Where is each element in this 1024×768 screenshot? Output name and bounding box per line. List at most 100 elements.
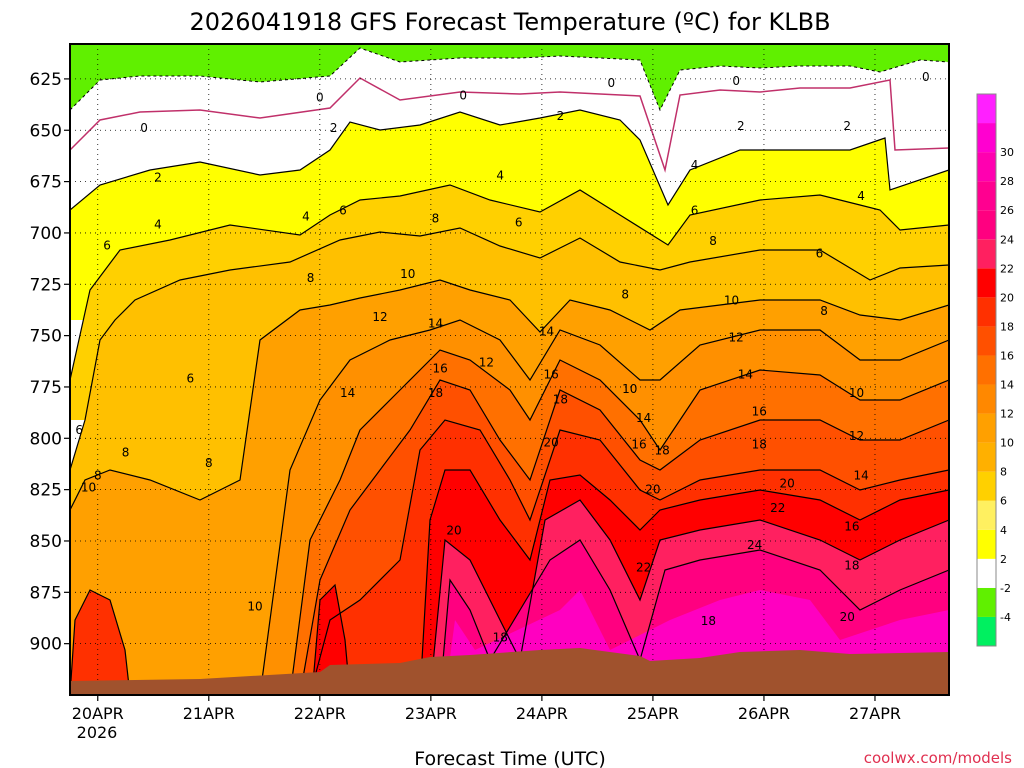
colorbar-swatch <box>977 239 996 269</box>
isotherm-label: 22 <box>770 501 785 515</box>
colorbar-swatch <box>977 355 996 385</box>
minus2-isotherm <box>70 47 949 112</box>
time-tick-label: 24APR <box>516 704 568 723</box>
colorbar-swatch <box>977 558 996 588</box>
colorbar-label: 14 <box>1000 379 1014 392</box>
isotherm-label: 6 <box>75 423 83 437</box>
colorbar-swatch <box>977 94 996 124</box>
isotherm-label: 4 <box>691 158 699 172</box>
isotherm-label: 4 <box>154 218 162 232</box>
colorbar-swatch <box>977 616 996 646</box>
isotherm-label: 18 <box>752 437 767 451</box>
isotherm-label: 16 <box>543 368 558 382</box>
time-tick-label: 26APR <box>738 704 790 723</box>
isotherm-label: 0 <box>459 88 467 102</box>
pressure-tick-label: 825 <box>30 481 62 501</box>
isotherm-label: 8 <box>122 446 130 460</box>
isotherm-label: 20 <box>446 524 461 538</box>
x-axis-title: Forecast Time (UTC) <box>414 748 605 768</box>
colorbar-swatch <box>977 297 996 327</box>
isotherm-label: 20 <box>840 610 855 624</box>
colorbar-label: 20 <box>1000 291 1014 304</box>
isotherm-label: 0 <box>607 76 615 90</box>
isotherm-label: 6 <box>691 203 699 217</box>
isotherm-label: 8 <box>820 304 828 318</box>
isotherm-label: 10 <box>81 481 96 495</box>
colorbar-swatch <box>977 384 996 414</box>
isotherm-label: 14 <box>636 411 651 425</box>
isotherm-label: 10 <box>247 600 262 614</box>
colorbar-label: 22 <box>1000 262 1014 275</box>
colorbar-swatch <box>977 471 996 501</box>
isotherm-label: 8 <box>621 288 629 302</box>
isotherm-label: 4 <box>302 210 310 224</box>
terrain-ground <box>70 648 949 695</box>
plot-frame <box>69 43 950 696</box>
year-label: 2026 <box>77 723 118 742</box>
colorbar-label: 10 <box>1000 437 1014 450</box>
isotherm-label: 2 <box>843 119 851 133</box>
isotherm-label: 18 <box>655 444 670 458</box>
isotherm-label: 18 <box>701 614 716 628</box>
isotherm-label: 2 <box>330 121 338 135</box>
colorbar-swatch <box>977 413 996 443</box>
isotherm-label: 16 <box>631 437 646 451</box>
colorbar-frame <box>976 93 997 647</box>
time-tick-label: 25APR <box>627 704 679 723</box>
band-warm-core-20apr <box>70 590 130 695</box>
isotherm-label: 6 <box>339 203 347 217</box>
isotherm-label: 14 <box>428 316 443 330</box>
pressure-tick-label: 650 <box>30 121 62 141</box>
temperature-bands <box>70 44 949 695</box>
pressure-tick-label: 900 <box>30 635 62 655</box>
colorbar-swatch <box>977 500 996 530</box>
isotherm-label: 18 <box>553 392 568 406</box>
isotherm-label: 6 <box>186 372 194 386</box>
time-tick-label: 20APR <box>72 704 124 723</box>
isotherm-label: 18 <box>493 630 508 644</box>
isotherm-label: 0 <box>316 90 324 104</box>
isotherm-label: 6 <box>515 216 523 230</box>
isotherm-label: 20 <box>543 435 558 449</box>
colorbar-label: 18 <box>1000 320 1014 333</box>
pressure-tick-label: 700 <box>30 224 62 244</box>
isotherm-label: 4 <box>496 168 504 182</box>
isotherm-label: 16 <box>432 361 447 375</box>
pressure-tick-label: 725 <box>30 275 62 295</box>
colorbar-swatch <box>977 587 996 617</box>
isotherm-label: 0 <box>140 121 148 135</box>
colorbar-label: -2 <box>1000 582 1011 595</box>
isotherm-label: 8 <box>205 456 213 470</box>
time-tick-label: 22APR <box>294 704 346 723</box>
time-axis: 20APR 21APR 22APR 23APR 24APR 25APR 26APR 27APR <box>72 695 901 723</box>
isotherm-label: 8 <box>709 234 717 248</box>
isotherm-label: 10 <box>849 386 864 400</box>
colorbar-swatch <box>977 210 996 240</box>
zero-isotherm <box>70 77 949 173</box>
pressure-tick-label: 875 <box>30 583 62 603</box>
isotherm-label: 14 <box>340 386 355 400</box>
time-gridlines <box>97 44 876 695</box>
isotherm-label: 18 <box>428 386 443 400</box>
isotherm-label: 12 <box>849 429 864 443</box>
colorbar-swatch <box>977 268 996 298</box>
colorbar-swatch <box>977 442 996 472</box>
isotherm-label: 20 <box>779 476 794 490</box>
isotherm-label: 2 <box>737 119 745 133</box>
isotherm-label: 2 <box>557 109 565 123</box>
isotherm-label: 14 <box>539 325 554 339</box>
colorbar-swatch <box>977 326 996 356</box>
isotherm-label: 10 <box>400 267 415 281</box>
colorbar-label: 24 <box>1000 233 1014 246</box>
chart-title: 2026041918 GFS Forecast Temperature (ºC)… <box>189 8 830 36</box>
credit-text: coolwx.com/models <box>864 749 1012 767</box>
pressure-tick-label: 750 <box>30 327 62 347</box>
pressure-tick-label: 775 <box>30 378 62 398</box>
time-tick-label: 23APR <box>405 704 457 723</box>
isotherm-label: 22 <box>636 561 651 575</box>
isotherm-label: 24 <box>747 538 762 552</box>
